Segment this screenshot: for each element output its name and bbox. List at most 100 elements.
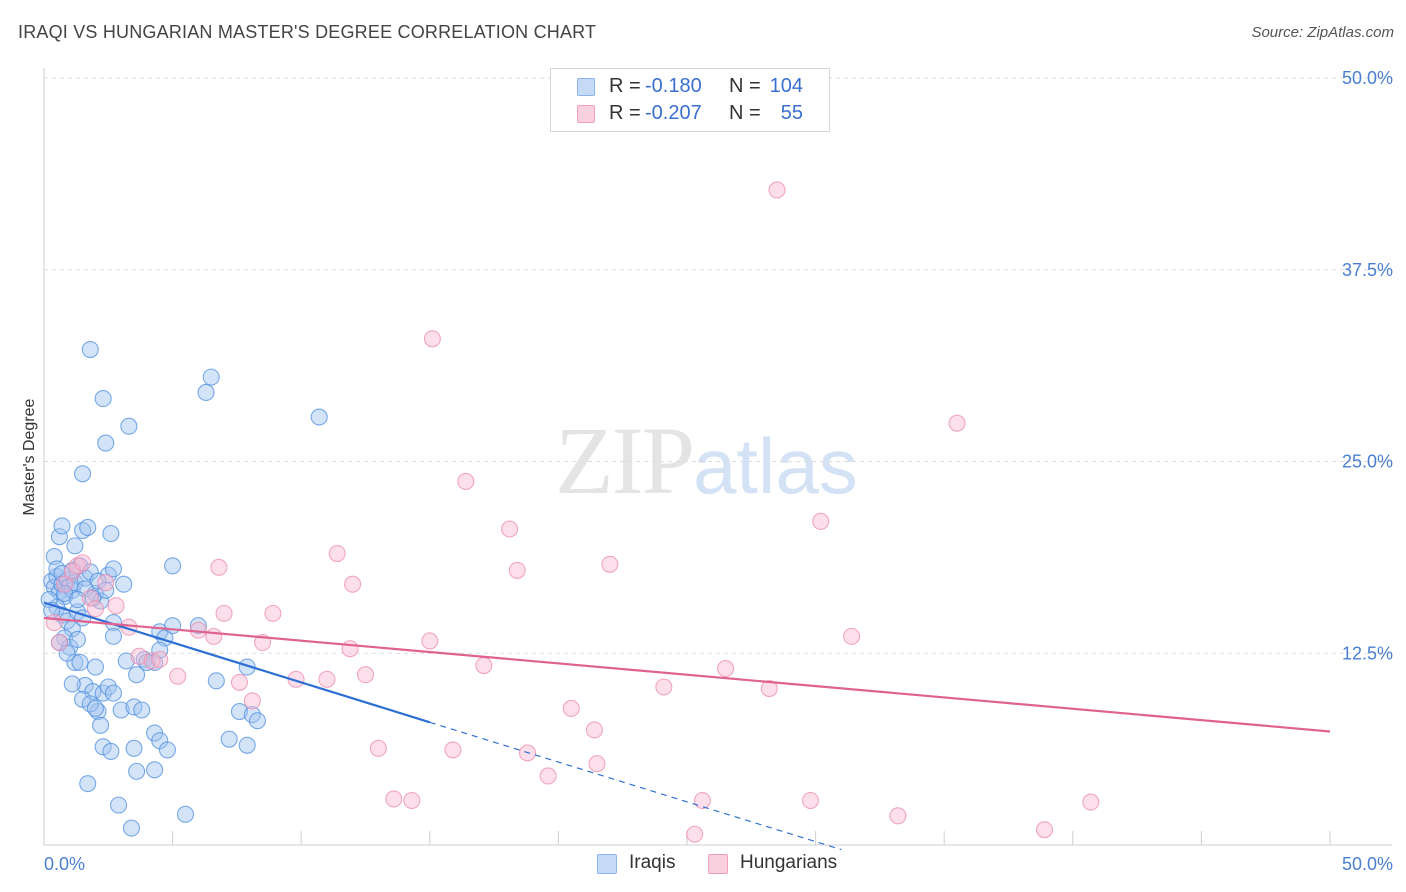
hungarian-point [50,633,68,652]
legend-row-hungarians: R = -0.207 N = 55 [551,102,829,128]
iraqi-point [92,716,110,734]
legend-r-label: R = [609,102,641,124]
x-tick-label: 0.0% [44,854,85,874]
legend-row-iraqis: R = -0.180 N = 104 [551,75,829,101]
iraqi-point [220,730,238,748]
hungarian-point [210,558,228,576]
legend-swatch-hungarians [577,105,595,123]
hungarian-point [81,589,99,607]
iraqi-point [125,739,143,757]
bottom-legend-swatch-hungarians [708,854,728,874]
iraqi-point [248,712,267,730]
hungarian-point [444,741,462,759]
hungarian-point [97,574,115,592]
hungarian-point [86,600,104,618]
iraqi-point [164,617,182,635]
iraqi-point [158,741,177,759]
iraqi-point [164,557,182,575]
iraqi-point [68,630,86,648]
axis-labels: 12.5% 25.0% 37.5% 50.0% 0.0% 50.0% Master's De… [21,68,1393,874]
iraqi-point [128,666,146,684]
iraqi-point [128,762,146,780]
iraqi-point [94,390,112,408]
hungarian-point [68,557,86,575]
hungarian-point [205,627,223,645]
iraqi-point [102,525,120,543]
iraqi-point [71,653,89,672]
hungarian-point [812,512,830,530]
iraqi-point [189,617,207,635]
bottom-legend-label: Iraqis [629,852,676,873]
hungarian-point [1082,793,1100,811]
bottom-legend-label: Hungarians [740,852,838,873]
axes [43,68,1392,846]
hungarian-point [130,647,148,665]
iraqi-point [115,575,133,593]
legend-n-value: 104 [769,75,803,97]
iraqi-point [238,736,256,754]
hungarian-point [45,614,63,632]
iraqi-point [74,521,92,540]
y-tick-label: 12.5% [1342,643,1393,663]
hungarian-point [215,604,233,622]
legend-r-value: -0.180 [645,75,702,97]
hungarian-point [318,670,336,688]
iraqi-point [202,368,220,386]
hungarian-point [655,678,673,696]
hungarian-point [801,791,820,810]
hungarian-point [423,330,441,348]
hungarian-point [768,181,786,199]
watermark: ZIPatlas [555,405,858,516]
iraqi-point [197,383,215,402]
iraqi-point [81,695,99,713]
hungarian-point [475,656,493,675]
iraqi-point [112,701,130,719]
legend-n-value: 55 [780,102,803,124]
iraqi-point [97,434,115,452]
watermark-atlas: atlas [693,422,858,510]
iraqi-point [133,701,151,719]
hungarian-point [243,692,261,710]
grid-lines [44,77,1392,654]
hungarian-point [948,414,966,432]
bottom-legend-swatch-iraqis [597,854,617,874]
iraqi-point [79,775,97,793]
y-tick-label: 25.0% [1342,452,1393,472]
iraqi-point [104,684,122,702]
hungarian-point [385,790,403,808]
iraqi-point [102,742,120,760]
iraqi-point [117,652,135,670]
hungarian-point [601,555,619,573]
hungarian-point [500,520,519,538]
hungarian-point [539,767,557,785]
iraqi-point [104,560,122,578]
iraqi-point [310,408,328,426]
y-axis-label: Master's Degree [21,398,38,515]
hungarian-point [74,554,92,572]
hungarian-point [508,561,526,579]
hungarian-point [457,472,475,490]
hungarian-point [760,679,778,698]
legend-swatch-iraqis [577,78,595,96]
hungarian-point [107,597,125,615]
iraqi-point [81,340,99,359]
hungarian-point [686,825,704,843]
iraqi-point [68,591,86,609]
iraqi-point [104,627,122,645]
x-tick-label: 50.0% [1342,854,1393,874]
hungarian-point [369,739,387,757]
hungarian-point [717,660,735,678]
iraqi-point [146,761,164,779]
hungarian-point [344,575,362,593]
iraqi-point [120,417,138,435]
hungarian-point [264,604,282,622]
hungarian-point [693,791,711,810]
hungarian-point [585,721,603,739]
hungarian-point [421,632,439,650]
data-points [40,181,1100,843]
iraqi-point [74,465,92,483]
iraqi-point [86,658,104,676]
iraqi-point [207,672,225,690]
trend-lines [43,601,1331,851]
